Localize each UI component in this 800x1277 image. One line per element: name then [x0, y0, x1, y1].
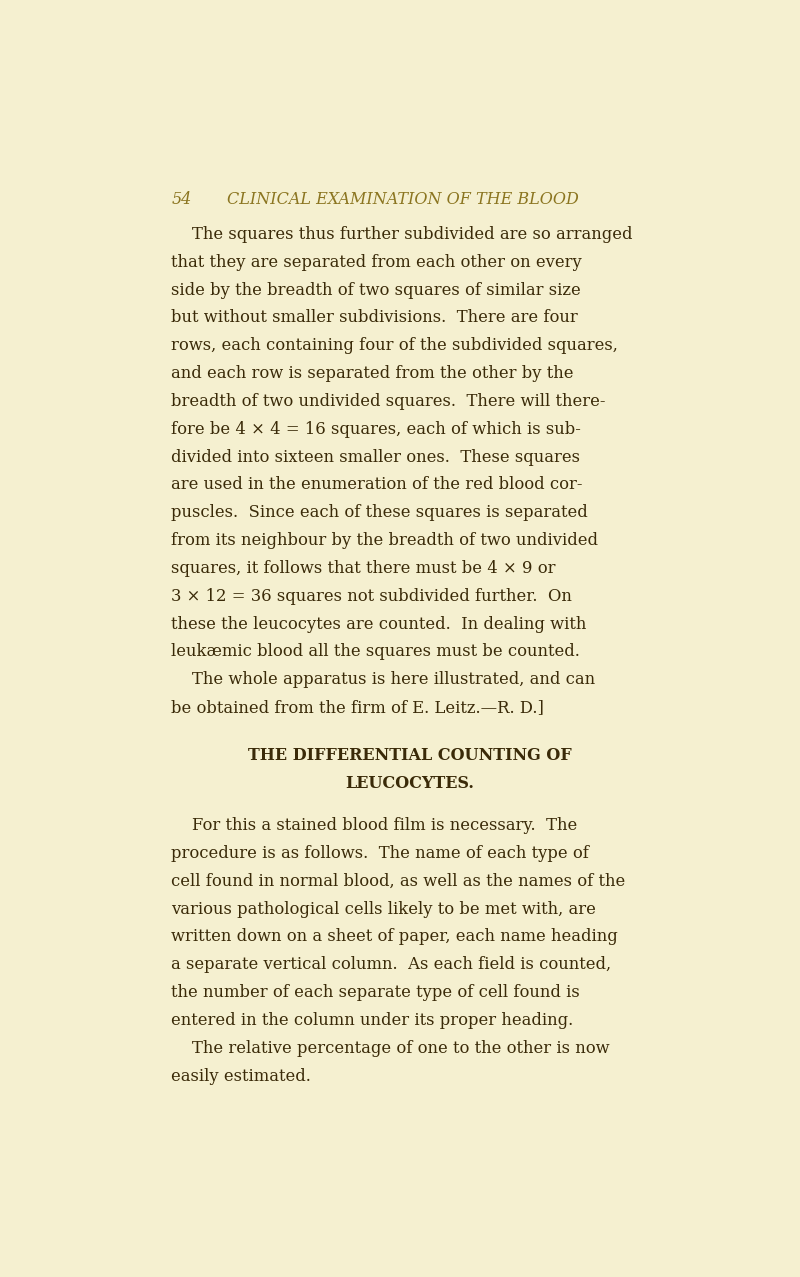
Text: be obtained from the firm of E. Leitz.—R. D.]: be obtained from the firm of E. Leitz.—R… [171, 699, 544, 716]
Text: 3 × 12 = 36 squares not subdivided further.  On: 3 × 12 = 36 squares not subdivided furth… [171, 587, 572, 605]
Text: leukæmic blood all the squares must be counted.: leukæmic blood all the squares must be c… [171, 644, 580, 660]
Text: The relative percentage of one to the other is now: The relative percentage of one to the ot… [171, 1039, 610, 1057]
Text: LEUCOCYTES.: LEUCOCYTES. [346, 775, 474, 792]
Text: easily estimated.: easily estimated. [171, 1068, 311, 1084]
Text: are used in the enumeration of the red blood cor-: are used in the enumeration of the red b… [171, 476, 582, 493]
Text: that they are separated from each other on every: that they are separated from each other … [171, 254, 582, 271]
Text: breadth of two undivided squares.  There will there-: breadth of two undivided squares. There … [171, 393, 606, 410]
Text: and each row is separated from the other by the: and each row is separated from the other… [171, 365, 574, 382]
Text: the number of each separate type of cell found is: the number of each separate type of cell… [171, 985, 580, 1001]
Text: a separate vertical column.  As each field is counted,: a separate vertical column. As each fiel… [171, 956, 611, 973]
Text: but without smaller subdivisions.  There are four: but without smaller subdivisions. There … [171, 309, 578, 327]
Text: CLINICAL EXAMINATION OF THE BLOOD: CLINICAL EXAMINATION OF THE BLOOD [227, 190, 579, 208]
Text: written down on a sheet of paper, each name heading: written down on a sheet of paper, each n… [171, 928, 618, 945]
Text: For this a stained blood film is necessary.  The: For this a stained blood film is necessa… [171, 817, 578, 834]
Text: 54: 54 [171, 190, 191, 208]
Text: procedure is as follows.  The name of each type of: procedure is as follows. The name of eac… [171, 845, 589, 862]
Text: squares, it follows that there must be 4 × 9 or: squares, it follows that there must be 4… [171, 559, 556, 577]
Text: these the leucocytes are counted.  In dealing with: these the leucocytes are counted. In dea… [171, 616, 586, 632]
Text: cell found in normal blood, as well as the names of the: cell found in normal blood, as well as t… [171, 872, 626, 890]
Text: fore be 4 × 4 = 16 squares, each of which is sub-: fore be 4 × 4 = 16 squares, each of whic… [171, 421, 581, 438]
Text: rows, each containing four of the subdivided squares,: rows, each containing four of the subdiv… [171, 337, 618, 354]
Text: various pathological cells likely to be met with, are: various pathological cells likely to be … [171, 900, 596, 918]
Text: from its neighbour by the breadth of two undivided: from its neighbour by the breadth of two… [171, 533, 598, 549]
Text: The whole apparatus is here illustrated, and can: The whole apparatus is here illustrated,… [171, 672, 595, 688]
Text: entered in the column under its proper heading.: entered in the column under its proper h… [171, 1011, 574, 1029]
Text: divided into sixteen smaller ones.  These squares: divided into sixteen smaller ones. These… [171, 448, 580, 466]
Text: puscles.  Since each of these squares is separated: puscles. Since each of these squares is … [171, 504, 588, 521]
Text: THE DIFFERENTIAL COUNTING OF: THE DIFFERENTIAL COUNTING OF [248, 747, 572, 765]
Text: side by the breadth of two squares of similar size: side by the breadth of two squares of si… [171, 282, 581, 299]
Text: The squares thus further subdivided are so arranged: The squares thus further subdivided are … [171, 226, 633, 243]
